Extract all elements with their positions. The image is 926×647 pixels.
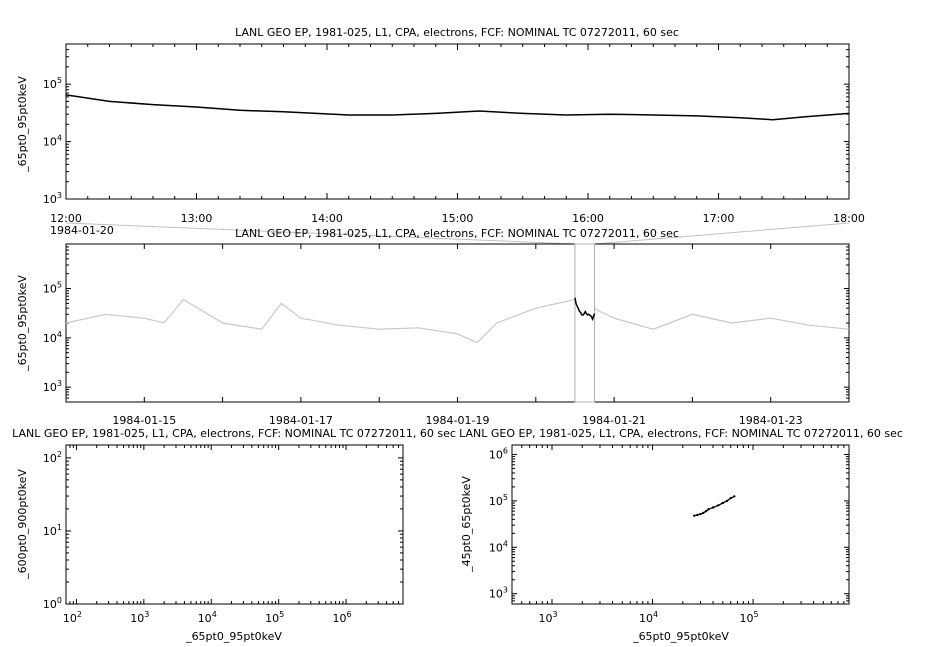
panel4-xtick-label: 104 (639, 610, 658, 625)
panel3-xtick-label: 103 (130, 610, 149, 625)
panel3-ytick-label: 102 (43, 450, 62, 465)
panel2-xtick-label: 1984-01-19 (426, 414, 490, 427)
panel4-ytick-label: 104 (489, 539, 508, 554)
panel4-point (711, 506, 715, 509)
panel3-xtick-label: 106 (332, 610, 351, 625)
panel3-frame (65, 444, 404, 605)
panel4-point (702, 511, 705, 515)
panel3-ytick-label: 100 (43, 596, 62, 611)
panel1-xtick-label: 12:00 (50, 212, 82, 225)
panel4-point (733, 495, 736, 498)
panel1-ylabel: _65pt0_95pt0keV (16, 76, 29, 173)
panel2-xtick-label: 1984-01-21 (582, 414, 646, 427)
panel4-title: LANL GEO EP, 1981-025, L1, CPA, electron… (459, 427, 903, 440)
zoom-connector-right (594, 222, 850, 245)
panel1-ytick-label: 103 (43, 191, 62, 206)
panel1-date-label: 1984-01-20 (50, 224, 114, 237)
panel2-plot: 103 104 105 1984-01-15 1984-01-17 1984-01-19 1… (43, 243, 850, 427)
panel2-highlight-line (574, 297, 596, 322)
zoom-connector (65, 222, 850, 245)
panel1-title: LANL GEO EP, 1981-025, L1, CPA, electron… (235, 26, 679, 39)
panel3-xtick-label: 105 (265, 610, 284, 625)
panel3-ylabel: _600pt0_900pt0keV (16, 469, 29, 580)
panel4-ytick-label: 105 (489, 493, 508, 508)
panel2-ytick-label: 105 (43, 281, 62, 296)
panel4-scatter-trace (694, 495, 735, 517)
panel3-xtick-label: 104 (198, 610, 217, 625)
panel4-xtick-label: 105 (740, 610, 759, 625)
panel2-ytick-label: 103 (43, 379, 62, 394)
zoom-connector-left (65, 222, 575, 245)
panel4-point (699, 512, 702, 516)
panel4-ylabel: _45pt0_65pt0keV (460, 476, 473, 573)
panel1-xtick-label: 15:00 (442, 212, 474, 225)
panel4-xtick-label: 103 (538, 610, 557, 625)
panel2-highlight-box (574, 243, 596, 403)
panel4-point (717, 504, 720, 507)
panel3-title: LANL GEO EP, 1981-025, L1, CPA, electron… (12, 427, 456, 440)
panel2-ytick-label: 104 (43, 330, 62, 345)
panel1-xtick-label: 17:00 (703, 212, 735, 225)
panel1-xtick-label: 16:00 (572, 212, 604, 225)
panel4-frame (511, 444, 850, 605)
panel2-context-line (65, 298, 850, 344)
panel2-xtick-label: 1984-01-17 (269, 414, 333, 427)
panel4-point (707, 508, 710, 511)
panel3-plot: 100 101 102 102 103 104 105 106 (43, 444, 404, 625)
panel4-xlabel: _65pt0_95pt0keV (632, 630, 729, 643)
panel4-ytick-label: 106 (489, 446, 508, 461)
panel2-title: LANL GEO EP, 1981-025, L1, CPA, electron… (235, 227, 679, 240)
panel1-series-line (65, 94, 850, 121)
panel1-frame (65, 43, 850, 200)
panel1-ytick-label: 104 (43, 134, 62, 149)
panel4-plot: 103 104 105 106 103 104 105 (489, 444, 850, 625)
panel4-point (721, 501, 724, 505)
panel4-point (725, 499, 729, 503)
panel1-plot: 103 104 105 12:00 13:00 14:00 15:00 16:00 17:00 1… (43, 43, 865, 225)
panel1-xtick-label: 14:00 (311, 212, 343, 225)
panel2-xtick-label: 1984-01-15 (112, 414, 176, 427)
panel3-ytick-label: 101 (43, 523, 62, 538)
panel4-point (696, 513, 699, 517)
panel2-ylabel: _65pt0_95pt0keV (16, 275, 29, 372)
panel1-ytick-label: 105 (43, 76, 62, 91)
panel4-point (693, 514, 696, 517)
panel1-xtick-label: 18:00 (833, 212, 865, 225)
panel3-xlabel: _65pt0_95pt0keV (185, 630, 282, 643)
panel4-point (729, 496, 732, 500)
panel3-xtick-label: 102 (63, 610, 82, 625)
panel2-xtick-label: 1984-01-23 (739, 414, 803, 427)
panel4-point (704, 510, 708, 513)
panel1-xtick-label: 13:00 (181, 212, 213, 225)
panel4-ytick-label: 103 (489, 586, 508, 601)
